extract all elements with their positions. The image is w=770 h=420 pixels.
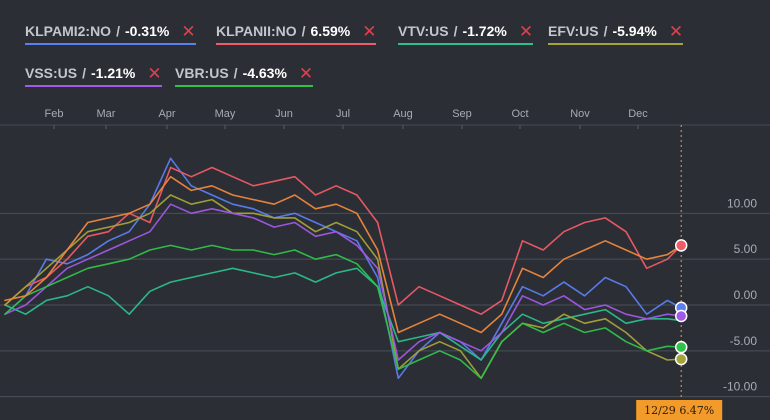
legend-item-efv-us[interactable]: EFV:US / -5.94% ✕	[548, 20, 684, 45]
legend-item-vss-us[interactable]: VSS:US / -1.21% ✕	[25, 62, 162, 87]
series-lines	[4, 157, 682, 380]
badge-date: 12/29	[644, 404, 679, 417]
legend-underline	[25, 43, 196, 45]
close-icon[interactable]: ✕	[668, 21, 684, 41]
legend-percent: -4.63%	[242, 65, 287, 81]
y-tick-label: 5.00	[734, 242, 758, 256]
legend-percent: -1.21%	[91, 65, 136, 81]
date-badge: 12/29 6.47%	[636, 400, 723, 420]
y-tick-label: 10.00	[727, 196, 757, 210]
month-label-aug: Aug	[393, 108, 413, 120]
y-tick-label: -5.00	[730, 334, 758, 348]
legend-underline	[216, 43, 377, 45]
legend-item-vtv-us[interactable]: VTV:US / -1.72% ✕	[398, 20, 534, 45]
series-line-vss-us	[4, 203, 682, 361]
legend-ticker: VSS:US	[25, 65, 78, 81]
legend-percent: -1.72%	[462, 23, 507, 39]
end-marker	[674, 239, 688, 252]
end-markers	[674, 239, 688, 366]
series-line-vtv-us	[4, 267, 682, 361]
close-icon[interactable]: ✕	[147, 63, 162, 83]
legend-percent: -5.94%	[612, 23, 657, 39]
series-line-vbr-us	[4, 244, 682, 380]
legend-ticker: KLPANII:NO	[216, 23, 297, 39]
series-line-7	[4, 175, 682, 334]
month-label-mar: Mar	[97, 108, 116, 120]
month-label-nov: Nov	[570, 108, 590, 120]
end-marker	[674, 340, 688, 354]
series-line-efv-us	[4, 194, 682, 380]
end-marker	[674, 352, 688, 366]
legend-underline	[398, 43, 534, 45]
month-label-feb: Feb	[45, 108, 64, 120]
y-axis-ticks: 10.00 5.00 0.00 -5.00 -10.00	[723, 196, 757, 393]
close-icon[interactable]: ✕	[518, 21, 534, 41]
series-line-klpanii-no	[4, 166, 682, 315]
legend-item-klpanii-no[interactable]: KLPANII:NO/6.59% ✕	[216, 20, 377, 45]
legend-separator: /	[82, 65, 87, 81]
month-label-oct: Oct	[511, 108, 528, 120]
legend-ticker: KLPAMI2:NO	[25, 23, 112, 39]
close-icon[interactable]: ✕	[181, 21, 196, 41]
legend-underline	[548, 43, 684, 45]
y-tick-label: 0.00	[734, 288, 758, 302]
legend-separator: /	[603, 23, 608, 39]
price-chart: Feb Mar Apr May Jun Jul Aug Sep Oct Nov Dec 10.00 5…	[0, 108, 770, 420]
legend-ticker: VTV:US	[398, 23, 449, 39]
legend-separator: /	[453, 23, 458, 39]
y-tick-label: -10.00	[723, 380, 757, 394]
month-label-may: May	[215, 108, 236, 120]
legend-item-vbr-us[interactable]: VBR:US / -4.63% ✕	[175, 62, 314, 87]
legend-separator: /	[301, 23, 306, 39]
badge-text: 12/29 6.47%	[644, 404, 714, 417]
legend: KLPAMI2:NO / -0.31% ✕ KLPANII:NO/6.59% ✕ VTV:U…	[0, 0, 770, 100]
month-label-apr: Apr	[158, 108, 175, 120]
legend-percent: 6.59%	[310, 23, 351, 39]
legend-ticker: VBR:US	[175, 65, 229, 81]
month-label-sep: Sep	[452, 108, 472, 120]
month-axis: Feb Mar Apr May Jun Jul Aug Sep Oct Nov Dec	[45, 108, 648, 129]
series-line-klpami2-no	[4, 157, 682, 380]
legend-separator: /	[233, 65, 238, 81]
close-icon[interactable]: ✕	[362, 21, 377, 41]
month-label-jul: Jul	[336, 108, 350, 120]
month-label-jun: Jun	[275, 108, 293, 120]
legend-ticker: EFV:US	[548, 23, 599, 39]
badge-value: 6.47%	[679, 404, 714, 417]
legend-item-klpami2-no[interactable]: KLPAMI2:NO / -0.31% ✕	[25, 20, 196, 45]
legend-separator: /	[116, 23, 120, 39]
end-marker	[674, 309, 688, 323]
legend-underline	[175, 85, 314, 87]
month-label-dec: Dec	[628, 108, 648, 120]
legend-underline	[25, 85, 162, 87]
legend-percent: -0.31%	[124, 23, 170, 39]
close-icon[interactable]: ✕	[298, 63, 314, 83]
badge-background	[636, 400, 723, 420]
